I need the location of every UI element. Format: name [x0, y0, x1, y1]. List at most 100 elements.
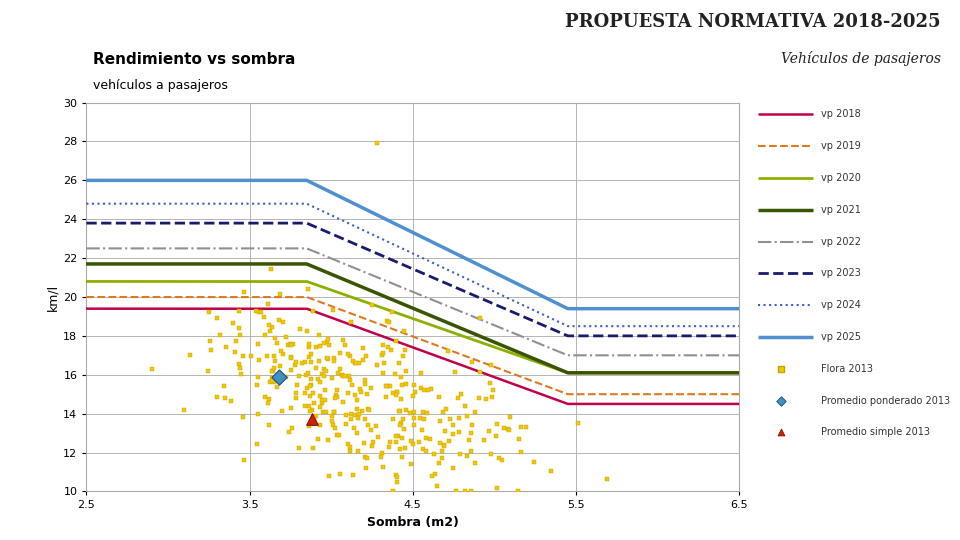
Point: [343, 415, 358, 423]
Point: [287, 361, 302, 370]
Point: [390, 432, 405, 441]
Point: [774, 396, 789, 405]
Point: [426, 449, 442, 458]
Point: [388, 369, 403, 378]
Point: [349, 395, 365, 404]
Point: [419, 447, 434, 456]
Point: [304, 415, 320, 424]
Point: [351, 410, 367, 418]
Point: [397, 444, 413, 453]
Point: [390, 388, 405, 396]
Point: [397, 406, 413, 414]
Point: [478, 395, 493, 404]
Point: [388, 438, 403, 447]
Point: [235, 352, 251, 361]
Point: [276, 318, 291, 326]
Point: [397, 380, 413, 389]
Point: [389, 473, 404, 482]
Point: [261, 395, 276, 404]
Point: [375, 462, 391, 471]
Point: [281, 428, 297, 437]
Point: [251, 340, 266, 349]
Point: [271, 315, 286, 324]
Point: [202, 308, 217, 316]
Point: [318, 396, 333, 404]
Point: [305, 388, 321, 397]
Point: [406, 421, 421, 429]
Point: [343, 318, 358, 326]
Point: [393, 407, 408, 415]
Point: [445, 420, 461, 429]
Point: [465, 357, 480, 366]
Point: [472, 367, 488, 376]
Point: [324, 373, 340, 382]
Point: [357, 376, 372, 385]
Point: [298, 401, 313, 410]
Point: [514, 423, 529, 431]
Point: [231, 307, 247, 316]
Point: [212, 330, 228, 339]
Point: [324, 420, 340, 429]
Point: [382, 381, 397, 390]
Point: [232, 364, 248, 373]
Point: [303, 375, 319, 383]
Point: [223, 396, 238, 405]
Point: [269, 383, 284, 391]
Point: [325, 356, 341, 365]
Point: [513, 448, 528, 457]
Point: [467, 458, 482, 467]
Point: [314, 399, 329, 407]
Point: [502, 413, 517, 421]
Point: [346, 357, 361, 366]
Point: [518, 422, 534, 431]
Point: [395, 352, 410, 361]
Point: [357, 414, 372, 423]
Point: [482, 379, 497, 388]
Point: [365, 301, 380, 309]
Point: [283, 353, 299, 361]
Point: [335, 372, 350, 380]
Point: [327, 423, 343, 432]
Point: [406, 392, 421, 401]
Point: [261, 421, 276, 429]
Point: [328, 391, 344, 400]
Point: [458, 402, 473, 410]
Point: [267, 364, 282, 373]
Point: [774, 364, 789, 373]
Point: [334, 371, 349, 380]
Point: [411, 437, 426, 446]
Point: [302, 392, 318, 400]
Text: vp 2024: vp 2024: [821, 300, 860, 310]
Point: [272, 361, 287, 370]
Point: [314, 396, 329, 404]
Point: [326, 407, 342, 416]
Point: [356, 355, 372, 364]
Point: [394, 419, 409, 428]
Text: vp 2020: vp 2020: [821, 173, 860, 183]
Point: [358, 352, 373, 360]
Text: vehículos a pasajeros: vehículos a pasajeros: [93, 79, 228, 92]
Point: [389, 391, 404, 400]
Point: [256, 312, 272, 321]
Point: [404, 460, 420, 469]
Point: [450, 394, 466, 402]
Point: [416, 408, 431, 416]
Point: [289, 381, 304, 389]
Point: [298, 357, 313, 366]
Point: [261, 321, 276, 329]
Point: [209, 313, 225, 322]
Point: [343, 443, 358, 451]
Point: [373, 449, 389, 457]
Point: [306, 399, 322, 408]
Point: [413, 369, 428, 377]
Point: [378, 382, 394, 390]
Point: [283, 354, 299, 363]
Point: [274, 347, 289, 356]
Point: [452, 450, 468, 459]
Point: [375, 369, 391, 377]
Point: [459, 452, 474, 461]
Point: [319, 94, 334, 103]
Point: [338, 411, 353, 420]
Point: [365, 438, 380, 447]
Point: [236, 456, 252, 464]
